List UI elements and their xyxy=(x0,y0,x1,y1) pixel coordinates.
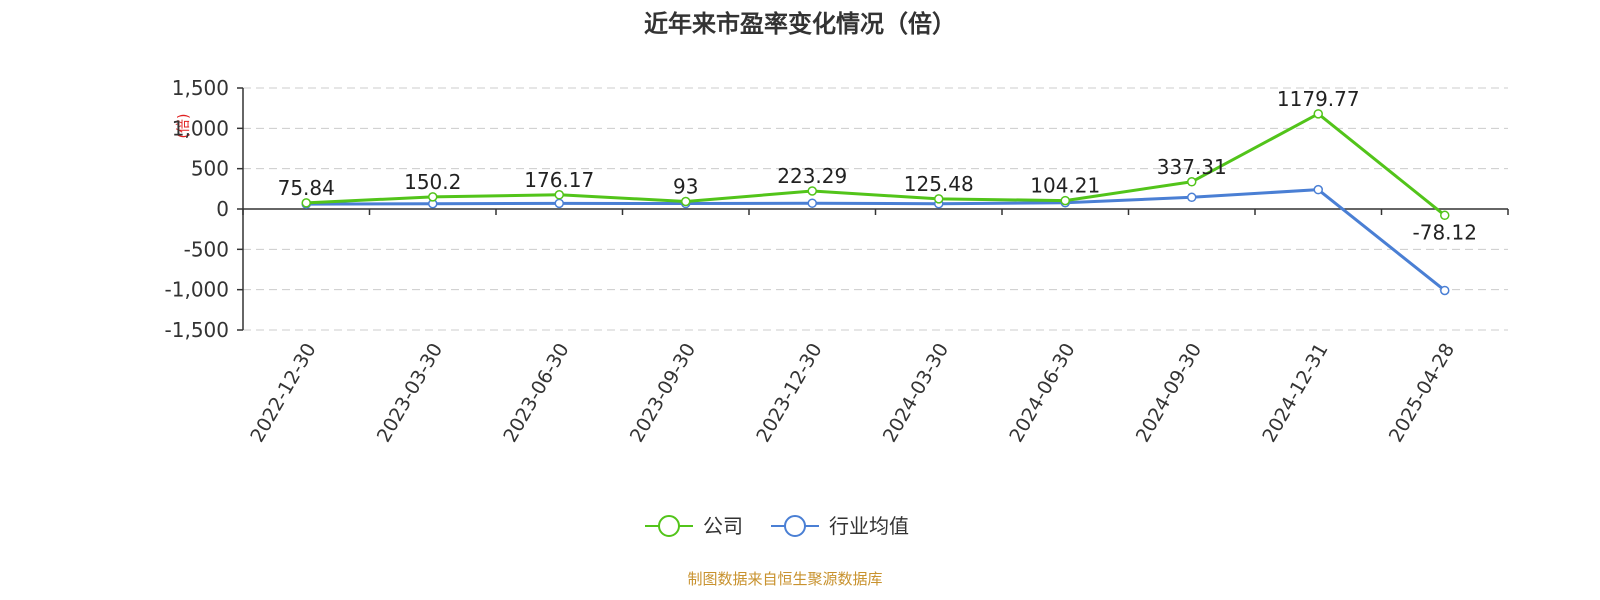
series-point-0 xyxy=(301,198,311,208)
data-label: 337.31 xyxy=(1157,155,1227,179)
series-point-0 xyxy=(554,190,564,200)
series-lines xyxy=(301,109,1450,296)
x-tick-label: 2023-12-30 xyxy=(752,340,826,447)
data-label: 1179.77 xyxy=(1277,87,1360,111)
y-axis-label: (倍) xyxy=(176,114,192,139)
legend-label: 公司 xyxy=(703,514,743,538)
y-tick-label: -1,000 xyxy=(165,278,229,302)
series-line-1 xyxy=(306,188,1446,292)
data-label: 125.48 xyxy=(904,172,974,196)
grid-lines xyxy=(243,87,1508,331)
legend: 公司 行业均值 xyxy=(645,514,909,538)
data-label: -78.12 xyxy=(1413,220,1477,244)
data-labels: 75.84 150.2 176.17 93 223.29 125.48 104.21 337.… xyxy=(278,87,1477,244)
series-point-0 xyxy=(1187,177,1197,187)
y-tick-label: -500 xyxy=(184,237,229,261)
series-point-1 xyxy=(1440,285,1450,296)
series-point-0 xyxy=(1060,195,1070,206)
series-point-0 xyxy=(428,192,438,202)
x-tick-label: 2023-03-30 xyxy=(373,340,447,447)
data-label: 150.2 xyxy=(404,170,461,194)
y-tick-label: 1,500 xyxy=(172,76,229,100)
series-point-1 xyxy=(1187,192,1197,203)
x-tick-label: 2025-04-28 xyxy=(1385,340,1459,447)
data-label: 75.84 xyxy=(278,176,335,200)
x-tick-label: 2024-03-30 xyxy=(879,340,953,447)
data-label: 104.21 xyxy=(1030,174,1100,198)
chart-title: 近年来市盈率变化情况（倍） xyxy=(644,10,956,38)
y-tick-label: 500 xyxy=(191,157,229,181)
series-line-0 xyxy=(306,112,1446,217)
series-point-0 xyxy=(934,194,944,204)
x-tick-label: 2024-09-30 xyxy=(1132,340,1206,447)
legend-label: 行业均值 xyxy=(829,514,909,538)
series-point-0 xyxy=(807,186,817,196)
data-label: 176.17 xyxy=(524,168,594,192)
axes: 1,500 1,000 500 0 -500 -1,000 -1,500 2022-12-30… xyxy=(165,76,1509,447)
series-point-1 xyxy=(554,198,564,209)
series-point-0 xyxy=(1313,109,1323,119)
x-tick-label: 2022-12-30 xyxy=(246,340,320,447)
x-tick-label: 2024-06-30 xyxy=(1005,340,1079,447)
series-point-0 xyxy=(1440,210,1450,221)
x-tick-label: 2023-06-30 xyxy=(499,340,573,447)
data-label: 223.29 xyxy=(777,164,847,188)
y-tick-label: -1,500 xyxy=(165,318,229,342)
y-tick-label: 0 xyxy=(216,197,229,221)
data-label: 93 xyxy=(673,174,698,198)
series-point-1 xyxy=(807,198,817,208)
x-tick-label: 2023-09-30 xyxy=(626,340,700,447)
y-tick-label: 1,000 xyxy=(172,116,229,140)
series-point-0 xyxy=(681,196,691,207)
legend-marker xyxy=(658,515,680,537)
series-point-1 xyxy=(1313,184,1323,195)
source-note: 制图数据来自恒生聚源数据库 xyxy=(687,570,882,588)
legend-marker xyxy=(784,515,806,537)
x-tick-label: 2024-12-31 xyxy=(1258,340,1332,447)
